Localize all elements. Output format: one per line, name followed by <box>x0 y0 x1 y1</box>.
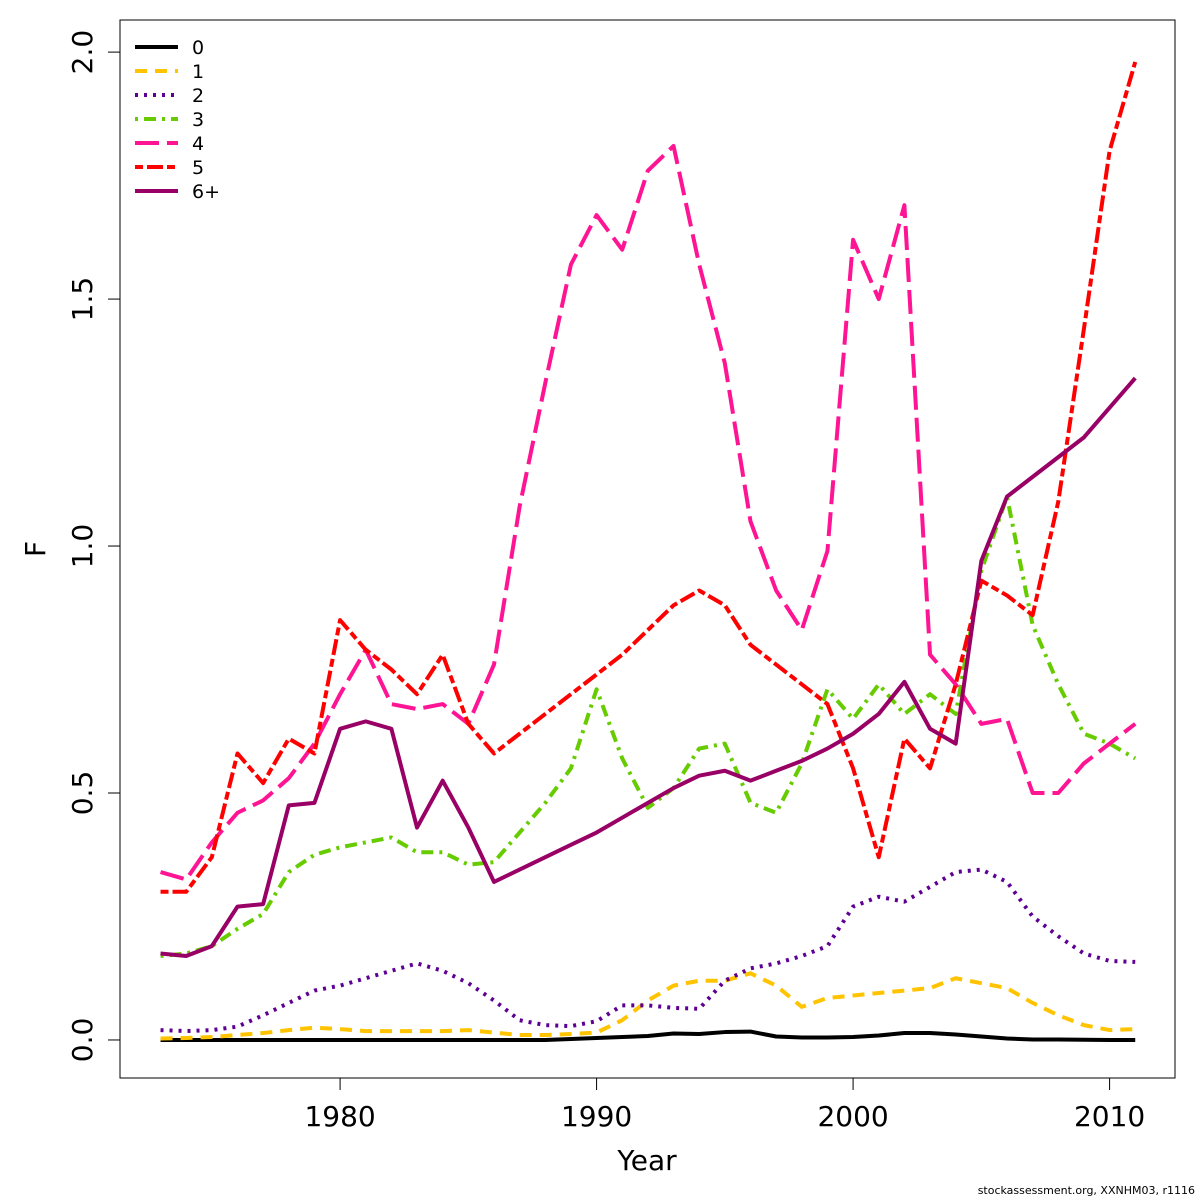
footer: stockassessment.org, XXNHM03, r1116 <box>978 1184 1195 1197</box>
y-tick-label: 0.5 <box>66 771 99 816</box>
series-line <box>160 376 1137 958</box>
plot-frame <box>119 19 1176 1079</box>
series-line <box>160 971 1136 1041</box>
series-line <box>159 143 1137 882</box>
x-axis-label: Year <box>616 1144 677 1177</box>
y-axis-label: F <box>19 541 52 557</box>
x-tick-label: 1980 <box>304 1100 375 1133</box>
y-tick-label: 1.5 <box>66 277 99 322</box>
y-tick-label: 1.0 <box>66 524 99 569</box>
series-line <box>160 61 1138 894</box>
legend-label: 2 <box>192 85 204 107</box>
legend-label: 3 <box>192 109 204 131</box>
series-line <box>160 494 1137 958</box>
legend-label: 4 <box>192 133 204 155</box>
legend-label: 0 <box>192 37 204 59</box>
x-tick-label: 2010 <box>1074 1100 1145 1133</box>
legend-label: 1 <box>192 61 204 83</box>
x-tick-label: 2000 <box>817 1100 888 1133</box>
legend-label: 5 <box>192 157 204 179</box>
x-tick-label: 1990 <box>561 1100 632 1133</box>
y-tick-label: 0.0 <box>66 1018 99 1063</box>
series-line <box>160 867 1136 1034</box>
y-tick-label: 2.0 <box>66 30 99 75</box>
legend-label: 6+ <box>192 181 220 203</box>
series-line <box>160 1029 1136 1042</box>
